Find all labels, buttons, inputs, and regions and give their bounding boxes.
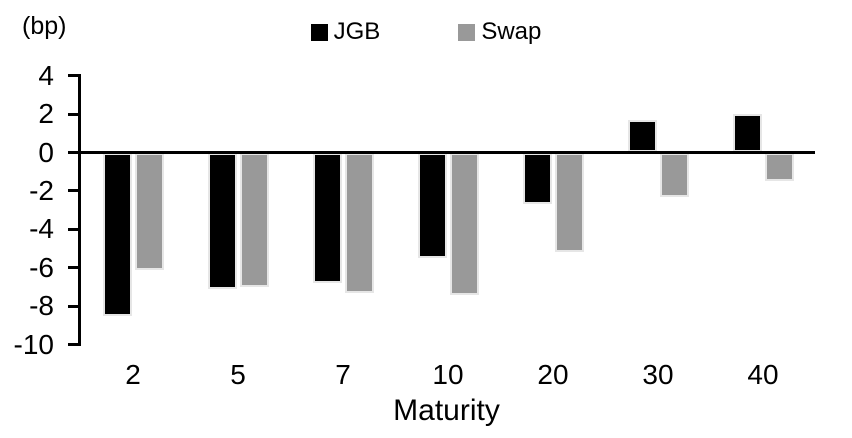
bar-swap-2 xyxy=(135,152,164,270)
x-category-label: 5 xyxy=(230,359,246,390)
bar-jgb-7 xyxy=(313,152,342,284)
x-category-label: 7 xyxy=(335,359,351,390)
x-category-label: 30 xyxy=(642,359,674,390)
jgb-series-swatch-icon xyxy=(310,23,328,41)
y-tick-label: -6 xyxy=(29,251,54,283)
bar-jgb-20 xyxy=(523,152,552,205)
bar-jgb-5 xyxy=(208,152,237,289)
bar-swap-30 xyxy=(660,152,689,197)
x-axis-title: Maturity xyxy=(393,394,500,427)
zero-baseline xyxy=(78,151,815,154)
bar-swap-5 xyxy=(240,152,269,287)
x-category-label: 40 xyxy=(747,359,779,390)
y-axis-tick xyxy=(68,227,81,231)
y-axis-tick xyxy=(68,343,81,346)
y-axis-unit-label: (bp) xyxy=(22,12,67,40)
y-tick-label: -4 xyxy=(29,213,54,245)
bar-jgb-40 xyxy=(733,114,762,153)
bar-jgb-2 xyxy=(103,152,132,316)
bar-jgb-30 xyxy=(628,119,657,153)
bar-swap-20 xyxy=(555,152,584,253)
y-axis-tick xyxy=(68,74,81,78)
legend-item-swap: Swap xyxy=(458,18,541,46)
y-axis-tick xyxy=(68,304,81,308)
bar-swap-10 xyxy=(450,152,479,295)
bar-jgb-10 xyxy=(418,152,447,259)
y-tick-label: -8 xyxy=(29,290,54,322)
y-axis-tick xyxy=(68,266,81,270)
y-tick-label: 0 xyxy=(38,136,54,168)
bar-swap-7 xyxy=(345,152,374,293)
legend-item-jgb: JGB xyxy=(310,18,381,46)
y-axis-line xyxy=(78,74,81,346)
x-category-label: 10 xyxy=(432,359,464,390)
bar-swap-40 xyxy=(765,152,794,182)
y-axis-tick xyxy=(68,151,81,154)
y-tick-label: -10 xyxy=(13,328,54,360)
legend: JGB Swap xyxy=(0,18,852,46)
x-category-label: 20 xyxy=(537,359,569,390)
swap-series-swatch-icon xyxy=(458,23,476,41)
y-tick-label: 2 xyxy=(38,98,54,130)
y-tick-label: 4 xyxy=(38,59,54,91)
y-axis-tick xyxy=(68,112,81,116)
y-axis-tick xyxy=(68,189,81,193)
x-category-label: 2 xyxy=(125,359,141,390)
legend-label-jgb: JGB xyxy=(333,18,381,45)
y-tick-label: -2 xyxy=(29,174,54,206)
legend-label-swap: Swap xyxy=(481,18,542,45)
